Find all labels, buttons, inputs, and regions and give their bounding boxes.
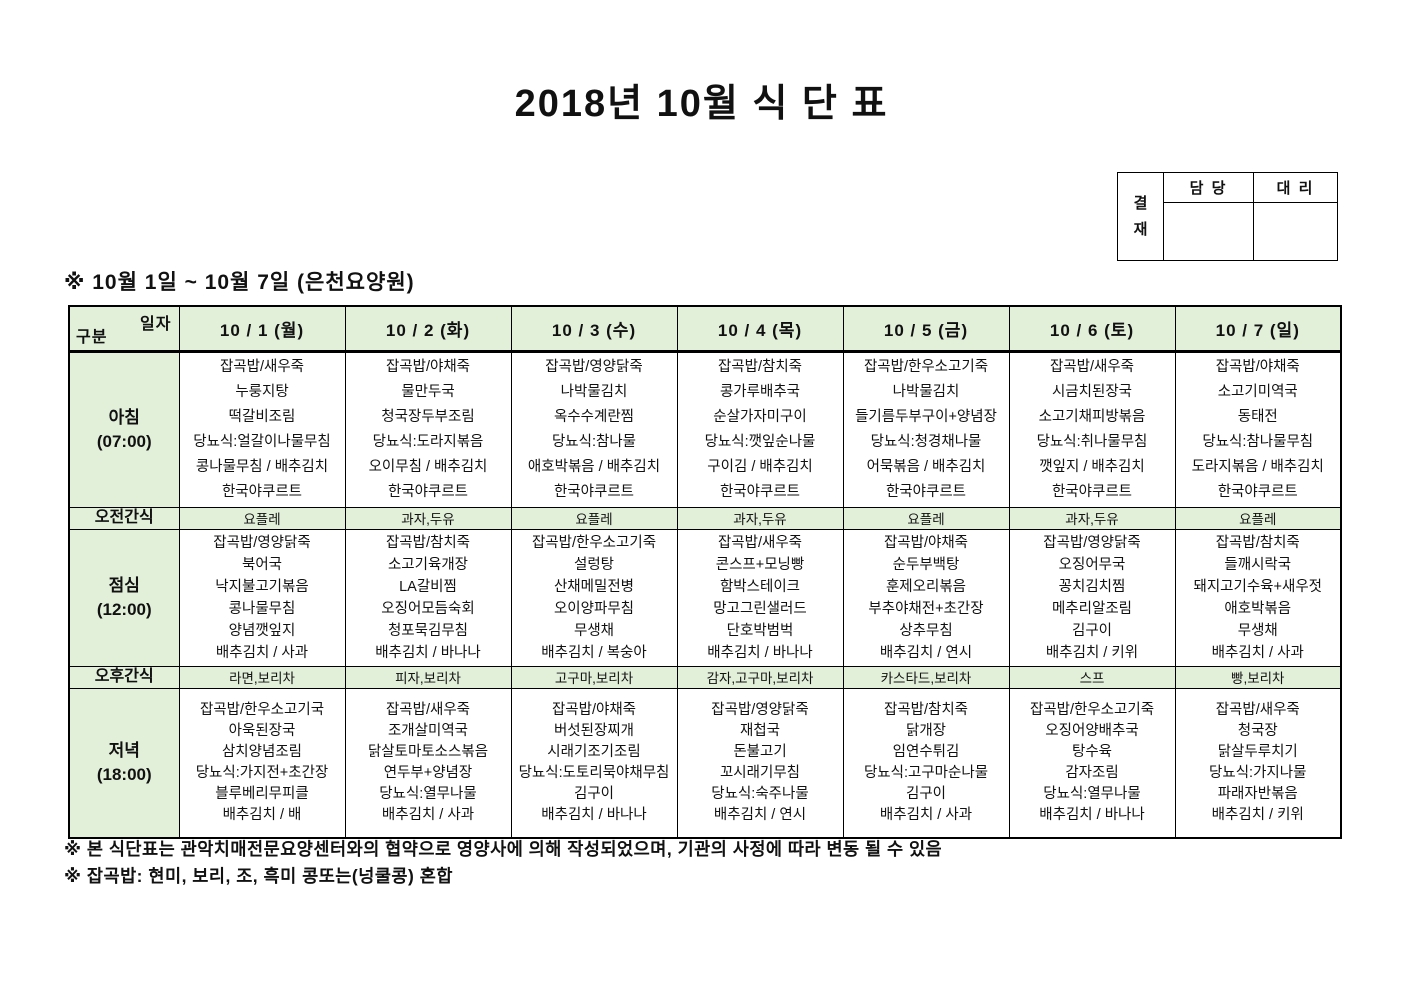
- day-header-mon: 10 / 1 (월): [178, 305, 346, 353]
- meal-cell: 잡곡밥/영양닭죽 북어국 낙지불고기볶음 콩나물무침 양념깻잎지 배추김치 / …: [178, 528, 346, 667]
- row-label-breakfast: 아침 (07:00): [68, 350, 180, 508]
- approval-col-deputy: 대 리: [1253, 172, 1338, 203]
- breakfast-row: 아침 (07:00) 잡곡밥/새우죽 누룽지탕 떡갈비조림 당뇨식:얼갈이나물무…: [68, 350, 1342, 508]
- snack-cell: 감자,고구마,보리차: [676, 665, 844, 689]
- snack-cell: 과자,두유: [344, 506, 512, 530]
- day-header-wed: 10 / 3 (수): [510, 305, 678, 353]
- corner-date-label: 일자: [140, 316, 172, 333]
- snack-cell: 피자,보리차: [344, 665, 512, 689]
- meal-cell: 잡곡밥/참치죽 콩가루배추국 순살가자미구이 당뇨식:깻잎순나물 구이김 / 배…: [676, 350, 844, 508]
- morning-snack-row: 오전간식 요플레 과자,두유 요플레 과자,두유 요플레 과자,두유 요플레: [68, 506, 1342, 530]
- meal-cell: 잡곡밥/참치죽 들깨시락국 돼지고기수육+새우젓 애호박볶음 무생채 배추김치 …: [1174, 528, 1342, 667]
- meal-cell: 잡곡밥/새우죽 청국장 닭살두루치기 당뇨식:가지나물 파래자반볶음 배추김치 …: [1174, 687, 1342, 839]
- corner-category-label: 구분: [76, 328, 108, 346]
- approval-sign-deputy: [1253, 202, 1338, 261]
- approval-sign-manager: [1163, 202, 1254, 261]
- meal-cell: 잡곡밥/참치죽 닭개장 임연수튀김 당뇨식:고구마순나물 김구이 배추김치 / …: [842, 687, 1010, 839]
- row-label-afternoon-snack: 오후간식: [68, 665, 180, 689]
- meal-cell: 잡곡밥/영양닭죽 재첩국 돈불고기 꼬시래기무침 당뇨식:숙주나물 배추김치 /…: [676, 687, 844, 839]
- meal-cell: 잡곡밥/새우죽 시금치된장국 소고기채피방볶음 당뇨식:취나물무침 깻잎지 / …: [1008, 350, 1176, 508]
- meal-cell: 잡곡밥/야채죽 버섯된장찌개 시래기조기조림 당뇨식:도토리묵야채무침 김구이 …: [510, 687, 678, 839]
- afternoon-snack-row: 오후간식 라면,보리차 피자,보리차 고구마,보리차 감자,고구마,보리차 카스…: [68, 665, 1342, 689]
- snack-cell: 라면,보리차: [178, 665, 346, 689]
- meal-cell: 잡곡밥/영양닭죽 오징어무국 꽁치김치찜 메추리알조림 김구이 배추김치 / 키…: [1008, 528, 1176, 667]
- snack-cell: 요플레: [178, 506, 346, 530]
- row-label-dinner: 저녁 (18:00): [68, 687, 180, 839]
- day-header-tue: 10 / 2 (화): [344, 305, 512, 353]
- day-header-sat: 10 / 6 (토): [1008, 305, 1176, 353]
- menu-table: 일자 구분 10 / 1 (월) 10 / 2 (화) 10 / 3 (수) 1…: [68, 305, 1342, 839]
- meal-cell: 잡곡밥/한우소고기죽 설렁탕 산채메밀전병 오이양파무침 무생채 배추김치 / …: [510, 528, 678, 667]
- table-header-row: 일자 구분 10 / 1 (월) 10 / 2 (화) 10 / 3 (수) 1…: [68, 305, 1342, 353]
- snack-cell: 요플레: [510, 506, 678, 530]
- meal-cell: 잡곡밥/야채죽 소고기미역국 동태전 당뇨식:참나물무침 도라지볶음 / 배추김…: [1174, 350, 1342, 508]
- day-header-fri: 10 / 5 (금): [842, 305, 1010, 353]
- day-header-sun: 10 / 7 (일): [1174, 305, 1342, 353]
- row-label-lunch: 점심 (12:00): [68, 528, 180, 667]
- footer-notes: ※ 본 식단표는 관악치매전문요양센터와의 협약으로 영양사에 의해 작성되었으…: [64, 836, 1344, 890]
- lunch-row: 점심 (12:00) 잡곡밥/영양닭죽 북어국 낙지불고기볶음 콩나물무침 양념…: [68, 528, 1342, 667]
- snack-cell: 과자,두유: [1008, 506, 1176, 530]
- meal-cell: 잡곡밥/한우소고기죽 오징어양배추국 탕수육 감자조림 당뇨식:열무나물 배추김…: [1008, 687, 1176, 839]
- meal-cell: 잡곡밥/새우죽 콘스프+모닝빵 함박스테이크 망고그린샐러드 단호박범벅 배추김…: [676, 528, 844, 667]
- note-line-1: ※ 본 식단표는 관악치매전문요양센터와의 협약으로 영양사에 의해 작성되었으…: [64, 839, 943, 859]
- approval-col-manager: 담 당: [1163, 172, 1254, 203]
- snack-cell: 고구마,보리차: [510, 665, 678, 689]
- approval-box: 결 재 담 당 대 리: [1117, 172, 1338, 261]
- page-title: 2018년 10월 식 단 표: [514, 83, 889, 125]
- week-range-subtitle: ※ 10월 1일 ~ 10월 7일 (은천요양원): [64, 271, 415, 294]
- meal-cell: 잡곡밥/한우소고기국 아욱된장국 삼치양념조림 당뇨식:가지전+초간장 블루베리…: [178, 687, 346, 839]
- meal-cell: 잡곡밥/야채죽 물만두국 청국장두부조림 당뇨식:도라지볶음 오이무침 / 배추…: [344, 350, 512, 508]
- meal-cell: 잡곡밥/영양닭죽 나박물김치 옥수수계란찜 당뇨식:참나물 애호박볶음 / 배추…: [510, 350, 678, 508]
- snack-cell: 과자,두유: [676, 506, 844, 530]
- meal-cell: 잡곡밥/새우죽 누룽지탕 떡갈비조림 당뇨식:얼갈이나물무침 콩나물무침 / 배…: [178, 350, 346, 508]
- dinner-row: 저녁 (18:00) 잡곡밥/한우소고기국 아욱된장국 삼치양념조림 당뇨식:가…: [68, 687, 1342, 839]
- note-line-2: ※ 잡곡밥: 현미, 보리, 조, 흑미 콩또는(넝쿨콩) 혼합: [64, 866, 453, 886]
- snack-cell: 카스타드,보리차: [842, 665, 1010, 689]
- snack-cell: 요플레: [1174, 506, 1342, 530]
- approval-label: 결 재: [1117, 172, 1164, 261]
- corner-cell: 일자 구분: [68, 305, 180, 353]
- meal-cell: 잡곡밥/한우소고기죽 나박물김치 들기름두부구이+양념장 당뇨식:청경채나물 어…: [842, 350, 1010, 508]
- snack-cell: 요플레: [842, 506, 1010, 530]
- snack-cell: 빵,보리차: [1174, 665, 1342, 689]
- meal-cell: 잡곡밥/새우죽 조개살미역국 닭살토마토소스볶음 연두부+양념장 당뇨식:열무나…: [344, 687, 512, 839]
- day-header-thu: 10 / 4 (목): [676, 305, 844, 353]
- snack-cell: 스프: [1008, 665, 1176, 689]
- meal-cell: 잡곡밥/야채죽 순두부백탕 훈제오리볶음 부추야채전+초간장 상추무침 배추김치…: [842, 528, 1010, 667]
- row-label-morning-snack: 오전간식: [68, 506, 180, 530]
- meal-cell: 잡곡밥/참치죽 소고기육개장 LA갈비찜 오징어모듬숙회 청포묵김무침 배추김치…: [344, 528, 512, 667]
